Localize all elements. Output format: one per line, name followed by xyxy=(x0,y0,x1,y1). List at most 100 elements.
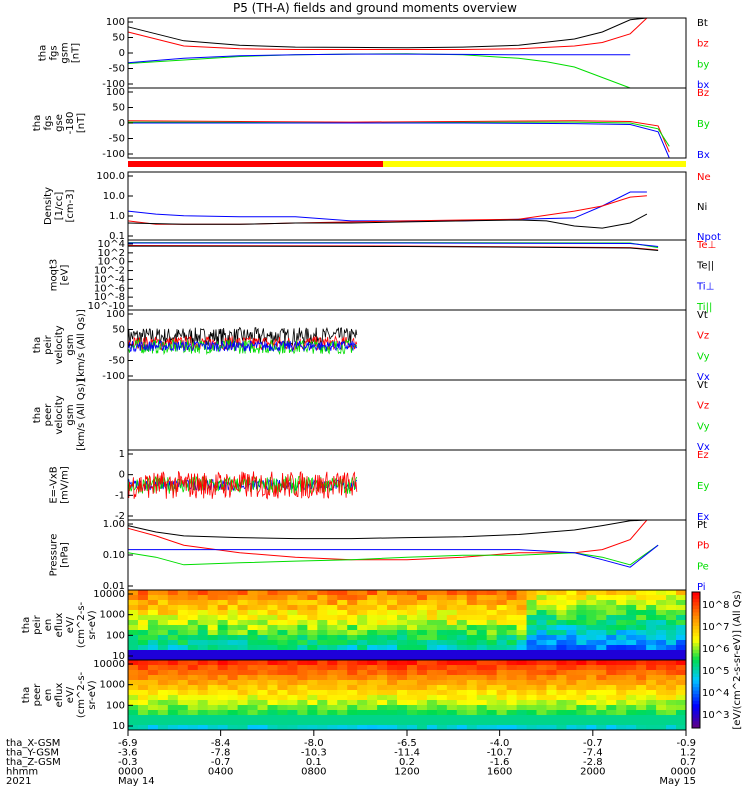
y-tick-label: 1.0 xyxy=(109,211,125,222)
heatmap-cell xyxy=(536,610,547,616)
heatmap-cell xyxy=(506,600,518,606)
heatmap-cell xyxy=(277,600,288,606)
heatmap-cell xyxy=(446,630,458,636)
heatmap-cell xyxy=(167,670,179,676)
heatmap-cell xyxy=(656,720,667,726)
heatmap-cell xyxy=(646,695,657,701)
heatmap-cell xyxy=(157,660,169,666)
legend-entry: Pt xyxy=(697,520,707,531)
heatmap-cell xyxy=(536,720,547,726)
heatmap-cell xyxy=(536,685,547,691)
heatmap-cell xyxy=(446,645,458,651)
heatmap-cell xyxy=(436,665,448,671)
heatmap-cell xyxy=(257,710,268,716)
heatmap-cell xyxy=(576,600,587,606)
heatmap-cell xyxy=(287,630,298,636)
heatmap-cell xyxy=(576,590,587,596)
heatmap-cell xyxy=(526,660,538,666)
heatmap-cell xyxy=(656,600,667,606)
heatmap-cell xyxy=(506,720,518,726)
y-label-line: [eV] xyxy=(60,265,71,286)
heatmap-cell xyxy=(436,710,448,716)
heatmap-cell xyxy=(616,715,627,721)
heatmap-cell xyxy=(456,710,468,716)
heatmap-cell xyxy=(526,605,538,611)
heatmap-cell xyxy=(157,710,169,716)
heatmap-cell xyxy=(636,615,647,621)
heatmap-cell xyxy=(566,695,577,701)
heatmap-cell xyxy=(297,660,308,666)
heatmap-cell xyxy=(566,625,577,631)
legend-entry: Te⊥ xyxy=(696,240,716,251)
heatmap-cell xyxy=(157,715,169,721)
heatmap-cell xyxy=(167,715,179,721)
panel-4: 10^410^210^010^-210^-410^-610^-810^-10mo… xyxy=(49,239,717,313)
colorbar-cell xyxy=(692,670,700,675)
heatmap-cell xyxy=(656,625,667,631)
heatmap-cell xyxy=(267,705,278,711)
heatmap-cell xyxy=(287,720,298,726)
heatmap-cell xyxy=(407,660,418,666)
heatmap-cell xyxy=(516,665,528,671)
y-label-line: Density xyxy=(43,187,54,225)
heatmap-cell xyxy=(367,705,378,711)
heatmap-cell xyxy=(377,600,388,606)
heatmap-cell xyxy=(416,700,428,706)
heatmap-cell xyxy=(247,660,259,666)
y-tick-label: 10 xyxy=(112,651,125,662)
heatmap-cell xyxy=(536,705,547,711)
heatmap-cell xyxy=(566,680,577,686)
heatmap-cell xyxy=(506,690,518,696)
heatmap-cell xyxy=(367,640,378,646)
heatmap-cell xyxy=(666,600,677,606)
heatmap-cell xyxy=(526,655,538,661)
heatmap-cell xyxy=(297,670,308,676)
heatmap-cell xyxy=(167,680,179,686)
heatmap-cell xyxy=(337,655,348,661)
heatmap-cell xyxy=(536,605,547,611)
y-label-line: tha xyxy=(21,687,32,703)
heatmap-cell xyxy=(486,710,498,716)
heatmap-cell xyxy=(486,625,498,631)
heatmap-cell xyxy=(257,695,268,701)
heatmap-cell xyxy=(377,685,388,691)
series-Bt xyxy=(127,17,647,49)
heatmap-cell xyxy=(506,630,518,636)
heatmap-cell xyxy=(616,670,627,676)
heatmap-cell xyxy=(277,725,288,731)
heatmap-cell xyxy=(217,685,229,691)
heatmap-cell xyxy=(167,595,179,601)
y-tick-label: -50 xyxy=(109,134,125,145)
heatmap-cell xyxy=(147,615,159,621)
heatmap-cell xyxy=(616,640,627,646)
heatmap-cell xyxy=(456,665,468,671)
heatmap-cell xyxy=(367,595,378,601)
heatmap-cell xyxy=(277,615,288,621)
heatmap-cell xyxy=(466,640,478,646)
heatmap-cell xyxy=(426,610,438,616)
heatmap-cell xyxy=(656,680,667,686)
heatmap-cell xyxy=(147,635,159,641)
y-label-line: [km/s (All Qs)] xyxy=(76,309,87,381)
heatmap-cell xyxy=(636,630,647,636)
heatmap-cell xyxy=(446,715,458,721)
heatmap-cell xyxy=(546,640,557,646)
heatmap-cell xyxy=(217,665,229,671)
heatmap-cell xyxy=(576,700,587,706)
heatmap-cell xyxy=(596,635,607,641)
heatmap-cell xyxy=(137,715,149,721)
heatmap-cell xyxy=(277,715,288,721)
heatmap-cell xyxy=(277,710,288,716)
colorbar-cell xyxy=(692,680,700,685)
y-label-line: fgs xyxy=(43,115,54,130)
heatmap-cell xyxy=(456,620,468,626)
x-tick-label: -8.0 xyxy=(304,738,324,749)
heatmap-cell xyxy=(327,660,338,666)
heatmap-cell xyxy=(596,705,607,711)
heatmap-cell xyxy=(267,680,278,686)
heatmap-cell xyxy=(397,685,408,691)
heatmap-cell xyxy=(566,660,577,666)
heatmap-cell xyxy=(516,675,528,681)
heatmap-cell xyxy=(307,615,318,621)
heatmap-cell xyxy=(496,705,508,711)
